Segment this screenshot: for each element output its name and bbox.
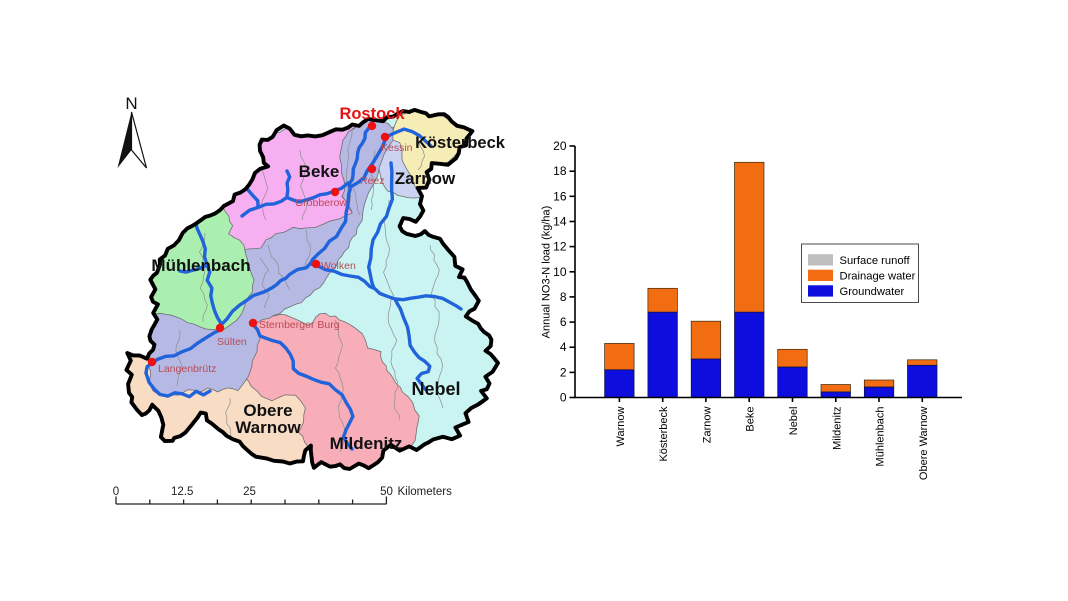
svg-text:Zarnow: Zarnow xyxy=(701,406,713,443)
svg-text:16: 16 xyxy=(553,189,567,203)
svg-text:25: 25 xyxy=(243,486,256,498)
svg-text:Surface runoff: Surface runoff xyxy=(840,255,911,267)
svg-text:50: 50 xyxy=(380,486,393,498)
svg-text:18: 18 xyxy=(553,164,567,178)
svg-text:8: 8 xyxy=(560,290,567,304)
svg-text:Zarnow: Zarnow xyxy=(395,169,456,188)
svg-text:6: 6 xyxy=(560,315,567,329)
svg-text:Beke: Beke xyxy=(299,162,340,181)
svg-text:Obere: Obere xyxy=(243,401,292,420)
svg-text:Kösterbeck: Kösterbeck xyxy=(415,134,506,152)
svg-text:Annual NO3-N load (kg/ha): Annual NO3-N load (kg/ha) xyxy=(541,206,553,339)
svg-text:Warnow: Warnow xyxy=(615,406,627,446)
svg-text:Reez: Reez xyxy=(360,175,385,187)
svg-text:Kilometers: Kilometers xyxy=(398,486,453,498)
svg-text:Drainage water: Drainage water xyxy=(840,271,916,283)
svg-text:0: 0 xyxy=(113,486,119,498)
svg-text:Mildenitz: Mildenitz xyxy=(831,407,843,450)
svg-text:Warnow: Warnow xyxy=(235,418,301,437)
svg-text:12: 12 xyxy=(553,240,567,254)
svg-text:Langenbrütz: Langenbrütz xyxy=(158,363,216,375)
svg-text:4: 4 xyxy=(560,340,567,354)
svg-text:Beke: Beke xyxy=(745,407,757,432)
svg-text:Mühlenbach: Mühlenbach xyxy=(151,256,250,275)
svg-text:Kösterbeck: Kösterbeck xyxy=(658,406,670,462)
svg-text:Nebel: Nebel xyxy=(411,379,460,399)
svg-text:Sülten: Sülten xyxy=(217,336,247,348)
svg-text:14: 14 xyxy=(553,215,567,229)
svg-text:12.5: 12.5 xyxy=(171,486,193,498)
svg-text:10: 10 xyxy=(553,265,567,279)
svg-text:N: N xyxy=(125,94,137,113)
svg-text:0: 0 xyxy=(560,391,567,405)
svg-text:Mühlenbach: Mühlenbach xyxy=(875,407,887,467)
svg-text:Rostock: Rostock xyxy=(339,105,405,123)
svg-text:Obere Warnow: Obere Warnow xyxy=(918,406,930,480)
svg-text:Gröbberow: Gröbberow xyxy=(295,197,347,209)
svg-text:Kessin: Kessin xyxy=(381,142,413,154)
svg-text:20: 20 xyxy=(553,139,567,153)
svg-text:Nebel: Nebel xyxy=(788,407,800,436)
svg-text:Sternberger Burg: Sternberger Burg xyxy=(259,319,340,331)
svg-text:Mildenitz: Mildenitz xyxy=(330,434,403,453)
svg-text:Wolken: Wolken xyxy=(321,260,356,272)
svg-text:2: 2 xyxy=(560,365,567,379)
svg-text:Groundwater: Groundwater xyxy=(840,286,905,298)
